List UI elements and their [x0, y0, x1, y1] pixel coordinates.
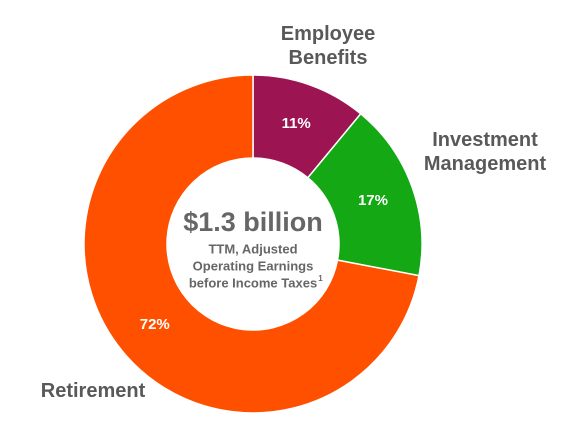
value-label: 17%: [358, 192, 388, 209]
category-label: Investment Management: [423, 129, 547, 175]
center-subtitle: TTM, Adjusted: [208, 241, 297, 256]
footnote-mark: 1: [318, 274, 323, 283]
center-subtitle: before Income Taxes: [189, 275, 317, 290]
value-label: 72%: [140, 316, 170, 333]
center-title: $1.3 billion: [183, 207, 323, 237]
center-subtitle: Operating Earnings: [193, 258, 314, 273]
category-label: Retirement: [40, 380, 146, 402]
category-label: Employee Benefits: [280, 23, 376, 69]
donut-segment: [83, 74, 420, 414]
value-label: 11%: [282, 115, 311, 132]
donut-segment: [306, 112, 423, 277]
